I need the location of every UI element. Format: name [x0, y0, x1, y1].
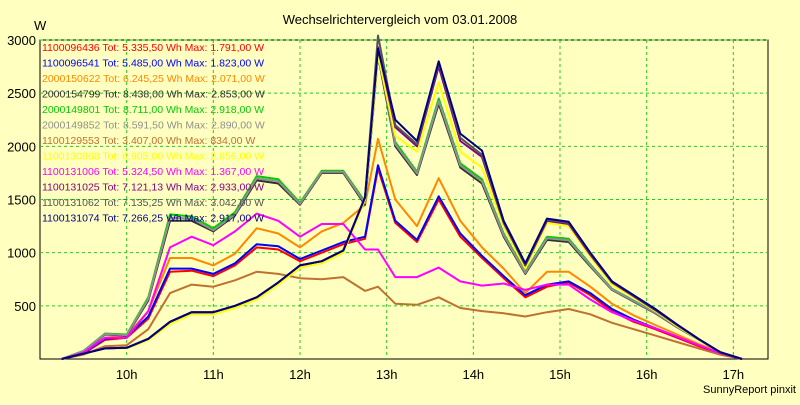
- series-line-1100130868: [61, 54, 743, 360]
- legend-entry-1100131006: 1100131006 Tot: 5.324,50 Wh Max: 1.367,0…: [42, 166, 264, 178]
- tick-layer: 500 1000 1500 2000 2500 3000 10h 11h 12h 13h 14h 15…: [7, 33, 744, 382]
- x-tick-label: 10h: [116, 367, 138, 382]
- legend-entry-1100096541: 1100096541 Tot: 5.485,00 Wh Max: 1.823,0…: [42, 58, 264, 70]
- y-tick-label: 1500: [7, 193, 36, 208]
- legend-entry-1100096436: 1100096436 Tot: 5.335,50 Wh Max: 1.791,0…: [42, 42, 264, 54]
- x-tick-label: 14h: [462, 367, 484, 382]
- legend-entry-2000154799: 2000154799 Tot: 8.438,00 Wh Max: 2.853,0…: [42, 89, 265, 101]
- x-tick-label: 13h: [376, 367, 398, 382]
- legend-entry-2000149801: 2000149801 Tot: 8.711,00 Wh Max: 2.918,0…: [42, 104, 264, 116]
- y-tick-label: 2500: [7, 86, 36, 101]
- y-axis-unit-label: W: [34, 18, 47, 33]
- series-line-1100129553: [61, 270, 743, 360]
- x-tick-label: 17h: [722, 367, 744, 382]
- legend-entry-1100131074: 1100131074 Tot: 7.266,25 Wh Max: 2.917,0…: [42, 213, 264, 225]
- series-layer: [61, 34, 743, 360]
- chart-title: Wechselrichtervergleich vom 03.01.2008: [283, 12, 518, 27]
- series-line-1100131006: [61, 212, 743, 360]
- legend-entry-1100131025: 1100131025 Tot: 7.121,13 Wh Max: 2.933,0…: [42, 182, 264, 194]
- legend-entry-1100129553: 1100129553 Tot: 3.407,00 Wh Max: 834,00 …: [42, 135, 255, 147]
- y-tick-label: 3000: [7, 33, 36, 48]
- x-tick-label: 11h: [203, 367, 224, 382]
- x-tick-label: 16h: [636, 367, 658, 382]
- legend: 1100096436 Tot: 5.335,50 Wh Max: 1.791,0…: [42, 42, 265, 225]
- x-tick-label: 15h: [549, 367, 571, 382]
- series-line-1100096541: [61, 164, 743, 360]
- footer-credit: SunnyReport pinxit: [703, 384, 796, 396]
- x-tick-label: 12h: [289, 367, 311, 382]
- legend-entry-2000149852: 2000149852 Tot: 8.591,50 Wh Max: 2.890,0…: [42, 120, 265, 132]
- series-line-2000149852: [61, 50, 743, 360]
- legend-entry-2000150622: 2000150622 Tot: 6.245,25 Wh Max: 2.071,0…: [42, 73, 265, 85]
- legend-entry-1100131062: 1100131062 Tot: 7.135,25 Wh Max: 3.042,0…: [42, 197, 264, 209]
- y-tick-label: 1000: [7, 246, 36, 261]
- series-line-2000150622: [61, 137, 743, 360]
- y-tick-label: 500: [14, 299, 36, 314]
- y-tick-label: 2000: [7, 139, 36, 154]
- legend-entry-1100130868: 1100130868 Tot: 6.905,00 Wh Max: 2.856,0…: [42, 151, 264, 163]
- series-line-1100131074: [61, 47, 743, 360]
